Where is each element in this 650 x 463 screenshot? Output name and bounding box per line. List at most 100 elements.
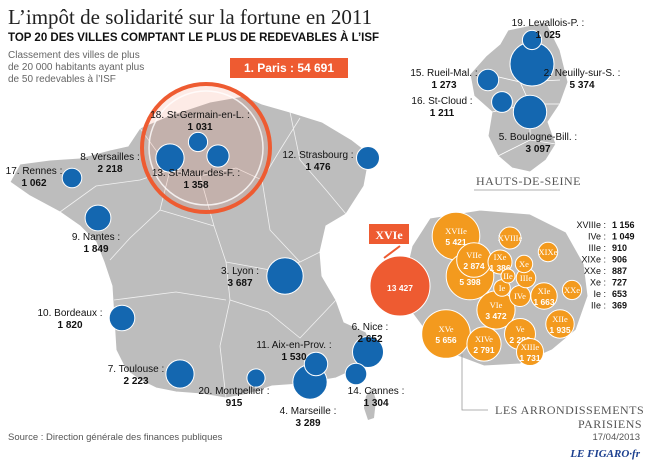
arr-value-viiie: 5 398 <box>459 277 481 287</box>
arr-label-xe: Xe <box>519 259 529 269</box>
xvi-tag-text: XVIe <box>375 228 403 242</box>
city-label-versailles: 8. Versailles : <box>80 152 139 163</box>
arr-bubble-xive <box>466 326 502 362</box>
city-bubble-boulogne-bill <box>512 94 548 130</box>
city-bubble-nantes <box>84 204 112 232</box>
city-value-boulogne-bill: 3 097 <box>525 144 550 155</box>
arr-label-xixe: XIXe <box>539 247 558 257</box>
city-bubble-nice <box>352 336 384 368</box>
city-bubble-cannes <box>344 362 368 386</box>
city-bubble-strasbourg <box>356 146 380 170</box>
arr-label-iiie: IIIe <box>520 273 532 283</box>
legend-label-ie: Ie : <box>593 289 606 299</box>
intro-line-1: Classement des villes de plus <box>8 50 140 61</box>
city-label-st-maur-des-f: 13. St-Maur-des-F. : <box>152 168 240 179</box>
arr-label-xive: XIVe <box>475 334 493 344</box>
arr-label-xviie: XVIIe <box>445 226 467 236</box>
arr-label-xviiie: XVIIIe <box>498 233 523 243</box>
legend-label-xviiie: XVIIIe : <box>576 220 606 230</box>
arr-value-ve: 2 280 <box>509 335 531 345</box>
city-value-nantes: 1 849 <box>83 244 108 255</box>
city-value-toulouse: 2 223 <box>123 376 148 387</box>
arr-value-xve: 5 656 <box>435 335 457 345</box>
paris-title-rule <box>461 354 488 411</box>
city-value-rennes: 1 062 <box>21 178 46 189</box>
legend-value-xviiie: 1 156 <box>612 220 635 230</box>
arr-label-ive: IVe <box>514 291 526 301</box>
city-bubble-rueil-mal <box>476 68 500 92</box>
legend-value-iie: 369 <box>612 301 627 311</box>
legend-label-iie: IIe : <box>591 301 606 311</box>
arr-bubble-xixe <box>537 241 559 263</box>
city-bubble-versailles <box>155 143 185 173</box>
city-value-st-cloud: 1 211 <box>430 108 455 119</box>
arr-label-xie: XIe <box>538 286 551 296</box>
city-bubble-bordeaux <box>108 304 136 332</box>
arrondissements-title-1: LES ARRONDISSEMENTS <box>495 403 644 417</box>
city-label-levallois-p: 19. Levallois-P. : <box>512 18 585 29</box>
city-value-st-maur-des-f: 1 358 <box>183 180 208 191</box>
city-value-cannes: 1 304 <box>363 398 388 409</box>
legend-value-xixe: 906 <box>612 255 627 265</box>
city-value-marseille: 3 289 <box>295 418 320 429</box>
city-value-rueil-mal: 1 273 <box>431 80 456 91</box>
city-label-marseille: 4. Marseille : <box>280 406 337 417</box>
arr-bubble-ixe <box>487 249 513 275</box>
arr-label-xiie: XIIe <box>552 314 568 324</box>
city-label-nantes: 9. Nantes : <box>72 232 120 243</box>
city-label-toulouse: 7. Toulouse : <box>108 364 165 375</box>
city-value-levallois-p: 1 025 <box>535 30 560 41</box>
arr-bubble-xiie <box>545 309 575 339</box>
hauts-de-seine-title: HAUTS-DE-SEINE <box>476 174 581 188</box>
data-marks: 2. Neuilly-sur-S. :5 374 3. Lyon :3 687 4.… <box>6 18 635 429</box>
arr-bubble-xe <box>514 254 534 274</box>
intro-line-3: de 50 redevables à l’ISF <box>8 74 116 85</box>
arr-label-xve: XVe <box>438 324 453 334</box>
arr-label-viie: VIIe <box>466 250 482 260</box>
city-bubble-lyon <box>266 257 304 295</box>
city-label-lyon: 3. Lyon : <box>221 266 259 277</box>
city-bubble-toulouse <box>165 359 195 389</box>
city-label-montpellier: 20. Montpellier : <box>198 386 269 397</box>
city-bubble-rennes <box>61 167 83 189</box>
publish-date: 17/04/2013 <box>592 432 640 443</box>
arr-value-xiie: 1 935 <box>549 325 571 335</box>
arr-bubble-xxe <box>561 279 583 301</box>
city-value-nice: 2 652 <box>357 334 382 345</box>
city-label-st-germain-en-l: 18. St-Germain-en-L. : <box>150 110 249 121</box>
city-label-rueil-mal: 15. Rueil-Mal. : <box>410 68 477 79</box>
arr-value-xive: 2 791 <box>473 345 495 355</box>
legend-value-iiie: 910 <box>612 243 627 253</box>
city-bubble-st-cloud <box>491 91 513 113</box>
arr-value-xvie: 13 427 <box>387 283 413 293</box>
page-subtitle: TOP 20 DES VILLES COMPTANT LE PLUS DE RE… <box>8 31 379 44</box>
arr-bubble-xve <box>421 309 471 359</box>
arr-label-xxe: XXe <box>564 285 580 295</box>
arr-label-ixe: IXe <box>494 252 507 262</box>
city-label-st-cloud: 16. St-Cloud : <box>411 96 472 107</box>
city-bubble-levallois-p <box>521 29 543 51</box>
paris-callout-box <box>230 58 348 78</box>
arr-bubble-xvie <box>369 255 431 317</box>
city-bubble-aix-en-prov <box>303 351 329 377</box>
city-label-nice: 6. Nice : <box>352 322 389 333</box>
city-label-strasbourg: 12. Strasbourg : <box>282 150 353 161</box>
legend-value-xxe: 887 <box>612 266 627 276</box>
arr-bubble-iie <box>500 268 516 284</box>
corsica <box>364 388 376 420</box>
paris-highlight-inner <box>148 90 264 206</box>
legend-value-ie: 653 <box>612 289 627 299</box>
arr-value-xie: 1 663 <box>533 297 555 307</box>
arr-label-ve: Ve <box>516 324 525 334</box>
arr-value-xiiie: 1 731 <box>519 353 541 363</box>
arr-value-ixe: 1 386 <box>489 263 511 273</box>
city-value-lyon: 3 687 <box>227 278 252 289</box>
city-value-montpellier: 915 <box>226 398 243 409</box>
legend-value-ive: 1 049 <box>612 232 635 242</box>
city-bubble-st-maur-des-f <box>206 144 230 168</box>
city-value-strasbourg: 1 476 <box>305 162 330 173</box>
arr-value-xviie: 5 421 <box>445 237 467 247</box>
arr-value-vie: 3 472 <box>485 311 507 321</box>
xvi-tag-box <box>369 224 409 244</box>
